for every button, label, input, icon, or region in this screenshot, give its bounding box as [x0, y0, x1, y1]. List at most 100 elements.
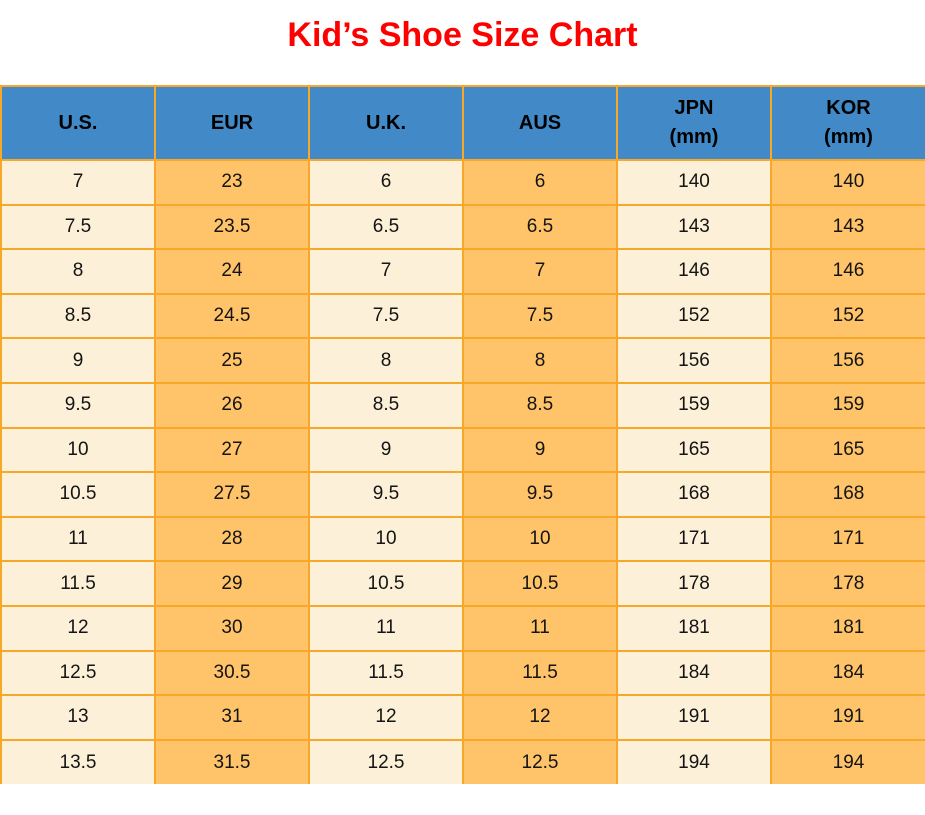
size-cell-jpn: 156	[617, 338, 772, 384]
size-cell-kor: 194	[771, 739, 925, 785]
size-cell-uk: 6	[309, 160, 464, 206]
size-cell-uk: 8.5	[309, 382, 464, 429]
size-cell-uk: 7.5	[309, 293, 464, 340]
size-cell-jpn: 168	[617, 472, 772, 518]
column-header-us: U.S.	[1, 86, 156, 161]
size-cell-kor: 165	[771, 427, 925, 474]
size-cell-jpn: 143	[617, 204, 772, 251]
column-header-label: AUS	[518, 111, 562, 134]
page-title: Kid’s Shoe Size Chart	[287, 16, 638, 54]
size-cell-kor: 171	[771, 516, 925, 563]
size-cell-us: 7.5	[1, 204, 156, 251]
size-cell-kor: 140	[771, 160, 925, 206]
size-cell-kor: 191	[771, 695, 925, 741]
size-cell-kor: 143	[771, 204, 925, 251]
size-cell-eur: 30.5	[155, 650, 310, 697]
size-cell-aus: 8	[463, 338, 618, 384]
size-cell-jpn: 152	[617, 293, 772, 340]
size-cell-us: 8	[1, 249, 156, 295]
shoe-size-table: U.S. EUR U.K. AUS JPN (mm) KOR (mm) 7 23 6 6 140 140…	[0, 85, 925, 785]
size-cell-jpn: 184	[617, 650, 772, 697]
size-cell-kor: 152	[771, 293, 925, 340]
size-cell-eur: 27.5	[155, 472, 310, 518]
size-cell-eur: 27	[155, 427, 310, 474]
size-cell-aus: 11.5	[463, 650, 618, 697]
table-row: 7 23 6 6 140 140	[1, 160, 925, 206]
size-cell-us: 10.5	[1, 472, 156, 518]
size-cell-jpn: 165	[617, 427, 772, 474]
size-cell-us: 10	[1, 427, 156, 474]
size-cell-eur: 31.5	[155, 739, 310, 785]
size-cell-us: 12.5	[1, 650, 156, 697]
column-header-label: U.S.	[58, 111, 98, 134]
table-row: 12.5 30.5 11.5 11.5 184 184	[1, 650, 925, 697]
size-cell-aus: 8.5	[463, 382, 618, 429]
size-cell-uk: 7	[309, 249, 464, 295]
column-header-label: EUR	[210, 111, 254, 134]
table-row: 13.5 31.5 12.5 12.5 194 194	[1, 739, 925, 785]
table-row: 13 31 12 12 191 191	[1, 695, 925, 741]
size-cell-uk: 9.5	[309, 472, 464, 518]
size-cell-kor: 178	[771, 561, 925, 607]
size-cell-jpn: 178	[617, 561, 772, 607]
column-header-label: U.K.	[366, 111, 406, 134]
size-cell-aus: 7	[463, 249, 618, 295]
size-cell-jpn: 146	[617, 249, 772, 295]
size-cell-eur: 23.5	[155, 204, 310, 251]
table-row: 10 27 9 9 165 165	[1, 427, 925, 474]
size-cell-uk: 6.5	[309, 204, 464, 251]
size-cell-jpn: 194	[617, 739, 772, 785]
column-header-uk: U.K.	[309, 86, 464, 161]
size-cell-eur: 29	[155, 561, 310, 607]
size-cell-jpn: 191	[617, 695, 772, 741]
size-cell-jpn: 140	[617, 160, 772, 206]
size-cell-kor: 146	[771, 249, 925, 295]
size-cell-us: 12	[1, 605, 156, 652]
size-cell-aus: 11	[463, 605, 618, 652]
size-cell-eur: 24	[155, 249, 310, 295]
column-header-jpn: JPN (mm)	[617, 86, 772, 161]
size-cell-uk: 12.5	[309, 739, 464, 785]
table-row: 8.5 24.5 7.5 7.5 152 152	[1, 293, 925, 340]
size-cell-kor: 156	[771, 338, 925, 384]
size-cell-uk: 8	[309, 338, 464, 384]
table-body: 7 23 6 6 140 140 7.5 23.5 6.5 6.5 143 143 8 24 7 7 146 14…	[1, 160, 925, 785]
table-row: 8 24 7 7 146 146	[1, 249, 925, 295]
size-cell-us: 9.5	[1, 382, 156, 429]
size-cell-aus: 6.5	[463, 204, 618, 251]
size-cell-eur: 25	[155, 338, 310, 384]
size-cell-aus: 10	[463, 516, 618, 563]
size-cell-us: 9	[1, 338, 156, 384]
size-cell-us: 11.5	[1, 561, 156, 607]
column-header-eur: EUR	[155, 86, 310, 161]
table-row: 9.5 26 8.5 8.5 159 159	[1, 382, 925, 429]
size-cell-us: 13	[1, 695, 156, 741]
size-cell-uk: 12	[309, 695, 464, 741]
column-header-unit: (mm)	[824, 126, 873, 148]
size-cell-eur: 26	[155, 382, 310, 429]
size-cell-kor: 159	[771, 382, 925, 429]
table-row: 10.5 27.5 9.5 9.5 168 168	[1, 472, 925, 518]
size-cell-uk: 11.5	[309, 650, 464, 697]
column-header-kor: KOR (mm)	[771, 86, 925, 161]
table-header: U.S. EUR U.K. AUS JPN (mm) KOR (mm)	[1, 86, 925, 161]
size-cell-aus: 6	[463, 160, 618, 206]
size-cell-aus: 12	[463, 695, 618, 741]
column-header-label: KOR	[826, 97, 871, 119]
size-cell-aus: 7.5	[463, 293, 618, 340]
size-cell-us: 13.5	[1, 739, 156, 785]
size-cell-jpn: 171	[617, 516, 772, 563]
size-cell-eur: 31	[155, 695, 310, 741]
column-header-aus: AUS	[463, 86, 618, 161]
table-row: 11.5 29 10.5 10.5 178 178	[1, 561, 925, 607]
table-row: 7.5 23.5 6.5 6.5 143 143	[1, 204, 925, 251]
size-cell-eur: 28	[155, 516, 310, 563]
size-cell-uk: 9	[309, 427, 464, 474]
table-row: 11 28 10 10 171 171	[1, 516, 925, 563]
size-cell-us: 11	[1, 516, 156, 563]
size-cell-eur: 23	[155, 160, 310, 206]
size-cell-jpn: 181	[617, 605, 772, 652]
size-cell-us: 7	[1, 160, 156, 206]
size-cell-uk: 10	[309, 516, 464, 563]
